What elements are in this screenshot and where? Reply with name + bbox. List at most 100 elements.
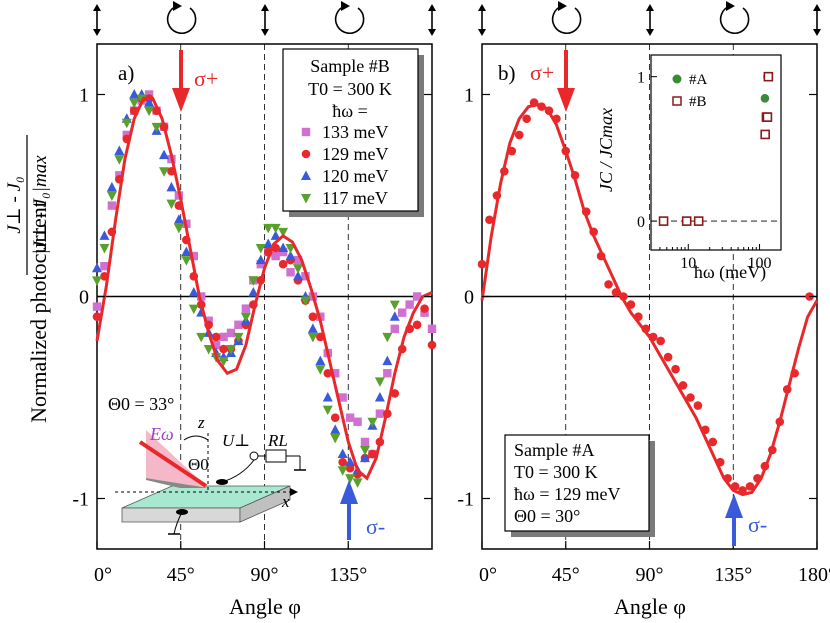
x-tick-label-a: 0° [94,564,112,586]
resistor [265,449,287,463]
circular-polarization-icon [334,5,365,34]
data-point-a [159,149,169,160]
data-point-a [159,167,169,177]
data-point-a [374,377,385,387]
info-box-b: Sample #A T0 = 300 K ħω = 129 meV Θ0 = 3… [504,434,655,537]
data-point-a [412,320,422,330]
data-point-a [390,324,399,334]
data-point-a [427,340,437,350]
data-point-a [196,332,207,343]
data-point-a [240,312,251,323]
data-point-a [374,392,385,402]
x-tick-label-b: 90° [636,564,664,586]
sigma-plus-label-a: σ+ [194,66,218,91]
data-point-a [389,311,400,321]
y-fraction-numerator: J⊥ - J₀ [4,176,25,233]
data-point-a [173,223,184,234]
inset-ylabel: JC / JCmax [596,108,616,192]
theta-label-a: Θ0 = 33° [108,394,174,414]
fit-curve-a [95,97,433,481]
data-point-a [390,389,400,398]
data-point-a [92,312,102,322]
inset-xlabel: ħω (meV) [694,262,766,283]
info-line-2: T0 = 300 K [514,462,598,482]
info-line-1: Sample #A [514,440,595,460]
data-point-a [427,324,437,334]
data-point-b [656,336,665,346]
data-point-a [271,251,280,261]
sigma-plus-label-b: σ+ [530,60,554,85]
data-point-a [285,250,296,261]
xlabel-b: Angle φ [614,594,686,619]
inset-x-tick-label: 100 [748,255,772,272]
data-point-a [121,118,132,129]
data-point-a [338,457,347,467]
data-point-a [278,259,288,269]
sigma-minus-label-b: σ- [748,512,767,537]
data-point-a [92,302,102,311]
x-tick-label-b: 135° [714,564,752,586]
beam-arrow [138,440,208,488]
data-point-a [360,452,370,463]
data-point-a [166,199,177,210]
legend-marker [301,194,311,204]
data-point-a [211,340,221,350]
u-label: U⊥ [222,431,250,450]
data-point-b [663,352,673,362]
data-point-b [671,364,680,374]
data-point-a [255,254,266,265]
data-point-a [389,300,400,311]
data-point-a [173,214,184,224]
data-point-a [144,97,155,107]
data-point-a [188,286,199,297]
xlabel-a: Angle φ [229,594,301,619]
data-point-a [308,312,318,322]
data-point-a [241,304,251,313]
data-point-a [278,227,289,238]
data-point-a [420,304,429,313]
data-point-a [307,332,318,343]
data-point-a [234,320,243,329]
circular-polarization-icon [551,5,582,34]
legend-title-1: Sample #B [310,56,390,76]
data-point-a [233,332,244,343]
data-point-a [255,244,266,254]
data-point-a [100,262,109,271]
data-point-a [188,304,199,315]
data-point-a [368,449,377,459]
inset-legend-label-a: #A [689,72,708,88]
sigma-minus-annotation-a: σ- [340,480,385,540]
data-point-a [286,268,295,277]
data-point-a [382,332,393,343]
legend-label: 133 meV [322,122,389,142]
data-point-a [301,272,310,281]
data-point-a [263,238,274,248]
data-point-a [293,264,303,274]
data-point-a [331,369,340,378]
data-point-a [278,247,288,257]
data-point-a [99,244,110,254]
data-point-a [345,474,356,484]
data-point-a [106,191,117,201]
data-point-b [604,280,613,289]
x-tick-label-b: 45° [552,564,580,586]
y-tick-label-a: -1 [72,489,89,511]
inset-y-tick-label: 1 [637,70,645,87]
data-point-a [360,446,370,456]
inset-legend: #A #B [672,72,708,110]
data-point-a [322,405,333,416]
z-label: z [197,413,205,432]
data-point-a [203,345,214,355]
legend-marker [301,149,311,159]
data-point-b [514,130,524,140]
inset-point [693,216,704,226]
data-point-a [412,292,422,301]
x-tick-label-a: 45° [167,564,195,586]
x-tick-label-a: 90° [251,564,279,586]
sigma-plus-annotation-a: σ+ [172,50,218,112]
y-axis-label: Normalized photocurrent [26,201,51,423]
sigma-minus-label-a: σ- [366,514,385,539]
x-tick-label-b: 180° [798,564,830,586]
